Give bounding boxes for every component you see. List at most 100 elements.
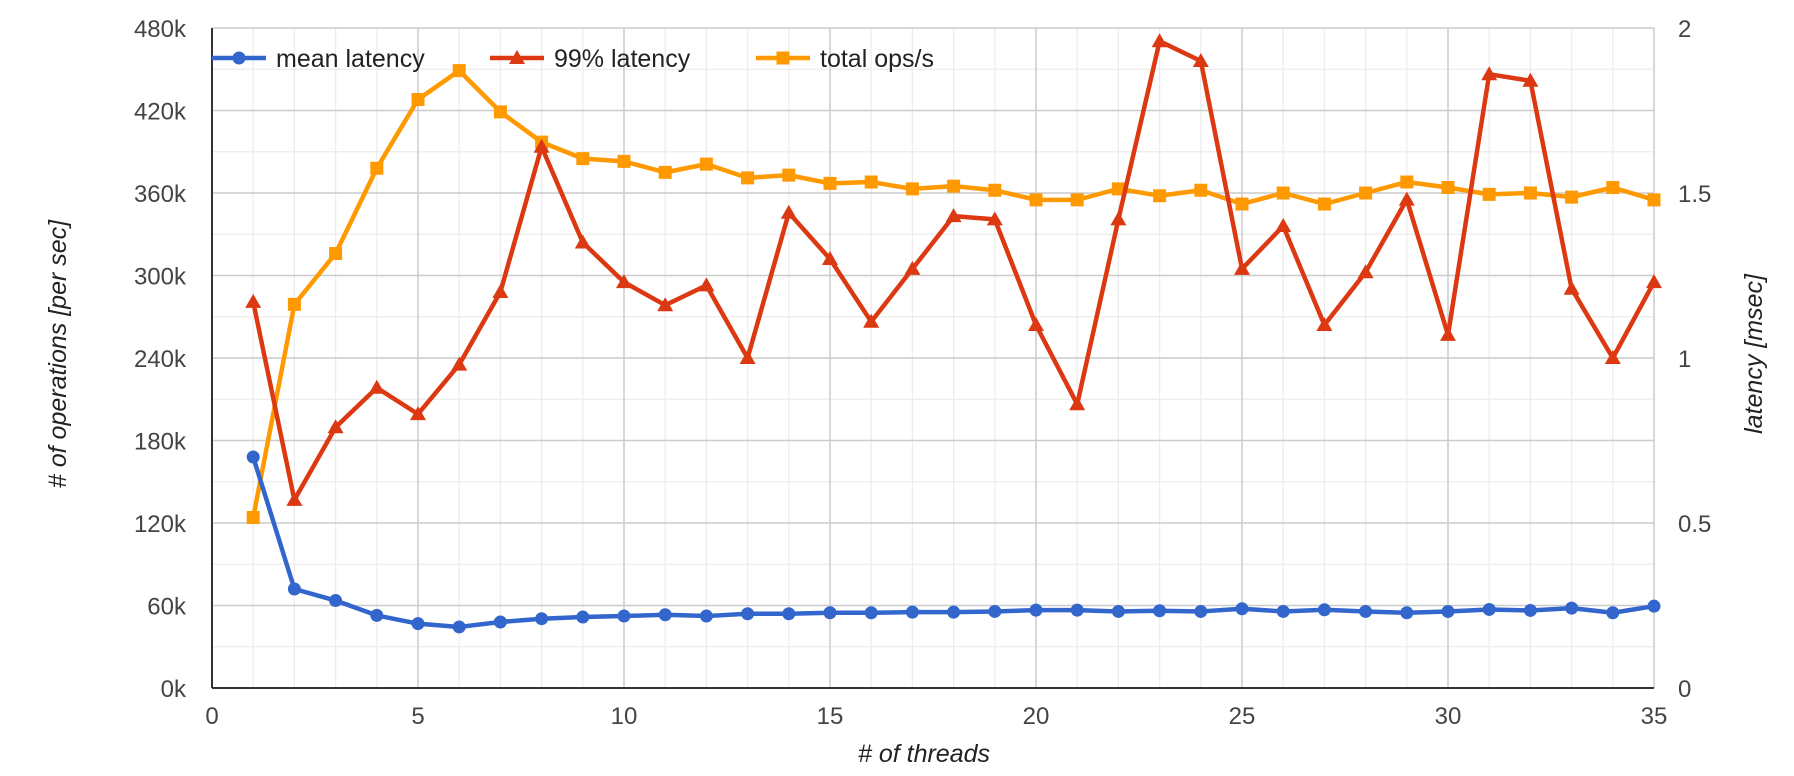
data-point-99-latency — [1192, 53, 1209, 67]
y-left-tick-label: 240k — [134, 346, 187, 373]
data-point-total-ops-s — [905, 182, 919, 196]
data-point-total-ops-s — [947, 179, 961, 193]
x-tick-label: 30 — [1435, 703, 1462, 730]
series-99-latency — [245, 33, 1662, 506]
y-right-tick-label: 1.5 — [1678, 181, 1711, 208]
tick-labels: 0 5 10 15 20 25 30 350k60k120k180k240k300k360k4… — [134, 16, 1711, 730]
data-point-mean-latency — [452, 620, 466, 634]
data-point-99-latency — [945, 208, 962, 223]
y-axis-right-title: latency [msec] — [1740, 273, 1768, 434]
data-point-99-latency — [863, 313, 880, 328]
y-left-tick-label: 480k — [134, 16, 187, 43]
data-point-mean-latency — [493, 615, 507, 629]
data-point-99-latency — [1646, 274, 1662, 289]
y-right-tick-label: 1 — [1678, 346, 1691, 373]
data-point-mean-latency — [1523, 603, 1537, 617]
data-point-99-latency — [410, 406, 426, 421]
x-tick-label: 10 — [611, 703, 638, 730]
data-point-99-latency — [533, 138, 550, 153]
data-point-99-latency — [1028, 317, 1044, 331]
data-point-total-ops-s — [452, 64, 466, 78]
data-point-total-ops-s — [370, 161, 384, 175]
data-point-total-ops-s — [246, 511, 260, 524]
major-gridlines — [212, 27, 1655, 688]
data-point-mean-latency — [411, 617, 425, 631]
data-point-total-ops-s — [699, 157, 713, 171]
data-point-mean-latency — [1111, 604, 1125, 618]
legend-label: mean latency — [276, 45, 425, 73]
data-point-mean-latency — [699, 609, 713, 623]
legend-item-total-ops-s: total ops/s — [756, 45, 934, 73]
data-point-total-ops-s — [782, 168, 796, 182]
data-point-99-latency — [368, 379, 385, 394]
data-point-total-ops-s — [1153, 189, 1167, 203]
data-point-99-latency — [1316, 317, 1333, 331]
data-point-total-ops-s — [1194, 183, 1208, 197]
data-point-mean-latency — [1441, 604, 1455, 618]
data-point-mean-latency — [1153, 604, 1167, 618]
data-point-mean-latency — [1029, 603, 1043, 617]
data-point-99-latency — [904, 260, 921, 275]
y-right-tick-label: 2 — [1678, 16, 1691, 43]
legend-label: 99% latency — [554, 45, 691, 73]
data-point-mean-latency — [741, 607, 755, 621]
data-point-99-latency — [1069, 396, 1086, 411]
legend-swatch-marker — [776, 51, 790, 65]
data-point-mean-latency — [905, 605, 919, 619]
data-point-total-ops-s — [576, 152, 590, 166]
y-left-tick-label: 60k — [147, 594, 187, 621]
data-point-mean-latency — [823, 606, 837, 620]
data-point-mean-latency — [287, 582, 301, 596]
axes — [211, 28, 1654, 689]
data-point-mean-latency — [1235, 602, 1249, 616]
data-point-mean-latency — [782, 607, 796, 621]
data-point-99-latency — [986, 211, 1003, 226]
data-point-total-ops-s — [1070, 193, 1084, 207]
series-layer — [245, 33, 1662, 634]
data-point-mean-latency — [1359, 604, 1373, 618]
data-point-99-latency — [1481, 66, 1498, 81]
data-point-mean-latency — [617, 609, 631, 623]
data-point-total-ops-s — [1029, 193, 1043, 207]
data-point-mean-latency — [1194, 604, 1208, 618]
data-point-99-latency — [1522, 72, 1539, 87]
x-axis-title: # of threads — [858, 740, 990, 768]
legend-label: total ops/s — [820, 45, 934, 73]
data-point-mean-latency — [1317, 603, 1331, 617]
data-point-99-latency — [327, 419, 344, 434]
data-point-mean-latency — [1565, 601, 1579, 615]
data-point-total-ops-s — [658, 165, 672, 179]
data-point-total-ops-s — [1523, 186, 1537, 200]
y-left-tick-label: 300k — [134, 264, 187, 291]
legend-item-99-latency: 99% latency — [490, 45, 691, 73]
data-point-mean-latency — [535, 612, 549, 626]
data-point-total-ops-s — [823, 176, 837, 190]
data-point-99-latency — [1563, 280, 1580, 295]
data-point-99-latency — [286, 491, 303, 506]
data-point-mean-latency — [1070, 603, 1084, 617]
data-point-mean-latency — [1400, 606, 1414, 620]
y-axis-left-title: # of operations [per sec] — [44, 219, 72, 488]
data-point-mean-latency — [1647, 599, 1661, 613]
data-point-99-latency — [245, 293, 262, 308]
data-point-total-ops-s — [988, 183, 1002, 197]
y-left-tick-label: 180k — [134, 429, 187, 456]
legend-swatch-marker — [232, 51, 246, 65]
data-point-99-latency — [1275, 218, 1292, 232]
data-point-total-ops-s — [329, 247, 343, 260]
data-point-mean-latency — [246, 450, 260, 464]
data-point-mean-latency — [658, 608, 672, 622]
data-point-99-latency — [1440, 326, 1456, 341]
data-point-99-latency — [739, 350, 756, 364]
data-point-99-latency — [492, 284, 509, 298]
y-left-tick-label: 0k — [161, 676, 187, 703]
data-point-mean-latency — [947, 605, 961, 619]
data-point-99-latency — [780, 204, 797, 219]
data-point-total-ops-s — [1276, 186, 1290, 200]
x-tick-label: 25 — [1229, 703, 1256, 730]
data-point-mean-latency — [1482, 602, 1496, 616]
x-tick-label: 0 — [205, 703, 218, 730]
data-point-99-latency — [1604, 350, 1621, 364]
data-point-99-latency — [1398, 191, 1415, 206]
data-point-mean-latency — [864, 606, 878, 620]
